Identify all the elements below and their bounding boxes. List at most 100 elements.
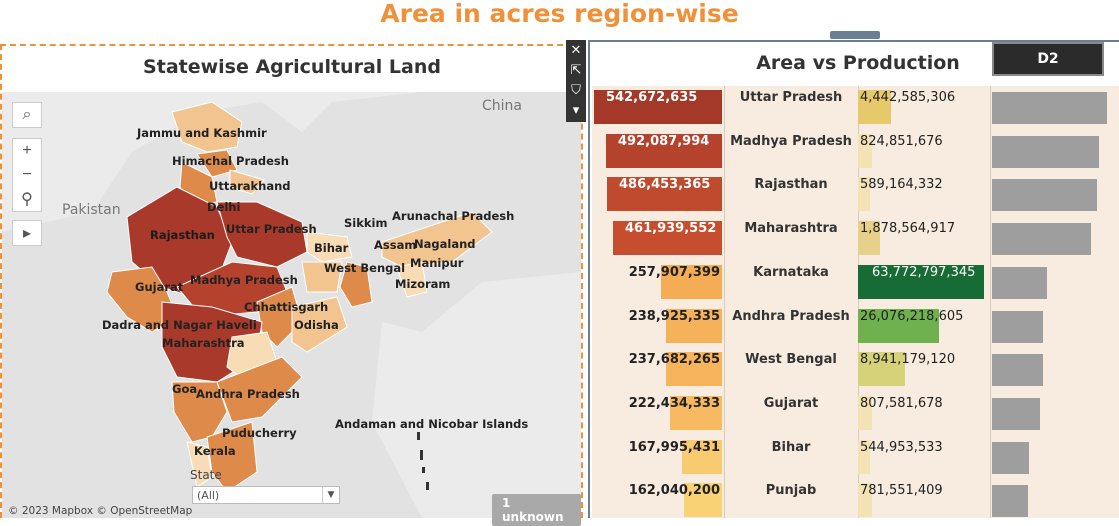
zoom-out-button[interactable]: − [22,166,32,183]
area-vs-production-panel[interactable]: Area vs Production D2 542,672,635 Uttar P… [588,42,1119,518]
table-row[interactable]: 257,907,399 Karnataka 63,772,797,345 [592,261,1119,305]
state-label: Himachal Pradesh [172,154,289,168]
table-row[interactable]: 492,087,994 Madhya Pradesh 824,851,676 [592,130,1119,174]
share-bar[interactable] [992,92,1107,124]
area-production-table: 542,672,635 Uttar Pradesh 4,442,585,306 492… [592,86,1119,518]
state-label: Gujarat [135,280,184,294]
area-value: 257,907,399 [628,264,720,280]
pin-icon[interactable]: ⚲ [21,191,33,208]
production-value: 8,941,179,120 [860,352,956,368]
production-value: 589,164,332 [860,177,943,193]
share-bar[interactable] [992,354,1043,387]
share-bar[interactable] [992,179,1097,212]
state-label: Sikkim [344,216,388,230]
production-bar[interactable] [858,395,872,430]
area-bar[interactable] [607,177,722,212]
state-label: Dadra and Nagar Haveli [102,318,257,332]
filter-icon[interactable]: ⛉ [571,82,581,97]
drag-handle[interactable] [830,31,880,39]
state-label: Uttar Pradesh [226,222,317,236]
share-bar[interactable] [992,266,1047,299]
table-row[interactable]: 237,682,265 West Bengal 8,941,179,120 [592,348,1119,392]
state-label: Jammu and Kashmir [137,126,267,140]
table-row[interactable]: 222,434,333 Gujarat 807,581,678 [592,392,1119,436]
area-bar[interactable] [670,395,722,430]
area-value: 238,925,335 [628,308,720,324]
production-bar[interactable] [858,483,872,518]
share-bar[interactable] [992,441,1029,474]
area-bar[interactable] [684,483,722,518]
area-bar[interactable] [606,133,722,168]
production-bar[interactable] [858,264,984,299]
production-value: 63,772,797,345 [872,264,976,280]
state-filter-dropdown[interactable]: (All) ▼ [192,486,340,504]
map-shapes [2,92,581,518]
state-label: Odisha [294,318,339,332]
search-icon[interactable]: ⌕ [22,106,32,123]
state-label: Chhattisgarh [244,300,329,314]
table-row[interactable]: 167,995,431 Bihar 544,953,533 [592,436,1119,480]
state-label: Assam [374,238,417,252]
map-copyright: © 2023 Mapbox © OpenStreetMap [8,505,193,517]
dropdown-icon[interactable]: ▾ [572,102,580,117]
share-bar[interactable] [992,310,1043,343]
column-divider [724,86,725,518]
share-bar[interactable] [992,223,1091,256]
production-bar[interactable] [858,352,905,387]
production-bar[interactable] [858,308,939,343]
state-name: Uttar Pradesh [739,90,843,105]
share-bar[interactable] [992,135,1099,168]
map-search-control[interactable]: ⌕ [12,102,42,128]
area-bar[interactable] [666,308,722,343]
production-value: 544,953,533 [860,439,943,455]
production-bar[interactable] [858,133,872,168]
close-icon[interactable]: ✕ [570,42,582,57]
state-label: Delhi [207,200,241,214]
area-bar[interactable] [594,90,722,124]
statewise-map[interactable]: China Pakistan Jammu and Kashmir Himacha… [2,92,581,518]
state-name: Karnataka [753,264,829,280]
state-label: Bihar [314,241,349,255]
area-bar[interactable] [661,264,722,299]
zone-toolbar[interactable]: ✕ ⇱ ⛉ ▾ [566,40,586,122]
geo-label-china: China [482,98,522,114]
zoom-in-button[interactable]: + [22,142,32,159]
table-row[interactable]: 461,939,552 Maharashtra 1,878,564,917 [592,217,1119,261]
state-name: Rajasthan [754,177,828,193]
table-row[interactable]: 542,672,635 Uttar Pradesh 4,442,585,306 [592,86,1119,130]
state-label: Rajasthan [150,228,215,242]
state-name: Gujarat [763,395,819,411]
map-zone[interactable]: Statewise Agricultural Land [0,44,583,526]
column-divider [858,86,859,518]
state-label: Goa [172,382,198,396]
share-bar[interactable] [992,397,1040,430]
area-bar[interactable] [613,221,722,256]
area-bar[interactable] [666,352,722,387]
state-label: Maharashtra [162,336,245,350]
expand-icon[interactable]: ⇱ [570,62,582,77]
production-bar[interactable] [858,439,870,474]
state-label: Puducherry [222,426,297,440]
production-bar[interactable] [858,221,880,256]
production-value: 807,581,678 [860,395,943,411]
production-bar[interactable] [858,177,870,212]
table-row[interactable]: 162,040,200 Punjab 781,551,409 [592,479,1119,523]
state-label: Arunachal Pradesh [392,209,515,223]
table-row[interactable]: 238,925,335 Andhra Pradesh 26,076,218,605 [592,305,1119,349]
production-bar[interactable] [858,90,891,124]
chevron-down-icon[interactable]: ▼ [322,487,339,503]
map-toolbar-expand[interactable]: ▸ [12,220,42,246]
unknown-badge[interactable]: 1 unknown [492,494,581,526]
map-zoom-controls[interactable]: + − ⚲ [12,138,42,212]
state-label: Andaman and Nicobar Islands [335,417,529,431]
play-icon[interactable]: ▸ [22,225,32,242]
share-bar[interactable] [992,485,1028,518]
production-value: 26,076,218,605 [860,308,964,324]
table-row[interactable]: 486,453,365 Rajasthan 589,164,332 [592,173,1119,217]
sheet-tab-d2[interactable]: D2 [992,42,1104,76]
area-bar[interactable] [682,439,722,474]
state-filter-value: (All) [197,489,220,502]
state-label: Uttarakhand [209,179,291,193]
column-divider [990,86,991,518]
state-name: Andhra Pradesh [732,308,850,324]
